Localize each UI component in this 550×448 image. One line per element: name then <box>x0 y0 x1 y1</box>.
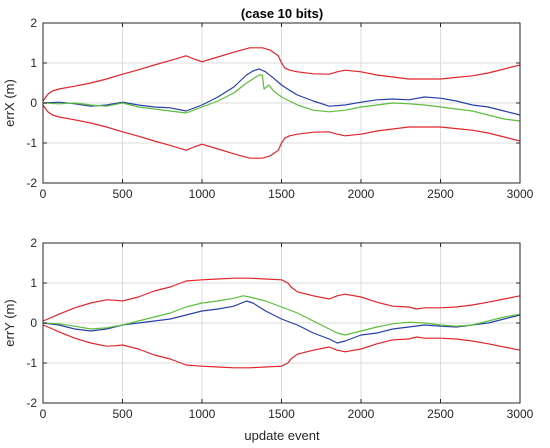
x-tick-label: 1500 <box>268 407 295 421</box>
series-line-2 <box>42 68 521 116</box>
chart-panel-errx: (case 10 bits) errX (m) 0 500 1000 1500 2000… <box>2 6 534 201</box>
x-tick-label: 1000 <box>189 187 216 201</box>
y-tick-label: -2 <box>26 396 37 410</box>
series-line-0 <box>42 47 521 102</box>
x-tick-label: 1500 <box>268 187 295 201</box>
y-tick-label: 0 <box>30 316 37 330</box>
y-axis-label-erry: errY (m) <box>2 299 17 346</box>
x-tick-label: 2000 <box>348 187 375 201</box>
x-tick-label: 1000 <box>189 407 216 421</box>
y-axis-label-errx: errX (m) <box>2 79 17 127</box>
x-tick-label: 500 <box>112 407 132 421</box>
series-line-3 <box>42 295 521 336</box>
y-tick-label: 0 <box>30 96 37 110</box>
x-tick-label: 2500 <box>427 407 454 421</box>
series-line-3 <box>42 74 521 122</box>
chart-panel-erry: errY (m) update event 0 500 1000 1500 2000 25… <box>2 236 534 443</box>
y-tick-label: 1 <box>30 276 37 290</box>
series-line-0 <box>42 277 521 322</box>
series-line-1 <box>42 324 521 369</box>
x-tick-label: 2000 <box>348 407 375 421</box>
x-tick-label: 2500 <box>427 187 454 201</box>
x-tick-label: 0 <box>40 407 47 421</box>
chart-title: (case 10 bits) <box>241 6 323 21</box>
x-tick-label: 3000 <box>507 187 534 201</box>
x-axis-label: update event <box>244 428 320 443</box>
y-tick-label: -1 <box>26 136 37 150</box>
series-line-1 <box>42 104 521 159</box>
x-tick-label: 3000 <box>507 407 534 421</box>
y-tick-label: 1 <box>30 56 37 70</box>
series-line-2 <box>42 300 521 344</box>
x-tick-label: 500 <box>112 187 132 201</box>
x-tick-label: 0 <box>40 187 47 201</box>
y-tick-label: 2 <box>30 236 37 250</box>
y-tick-label: -2 <box>26 176 37 190</box>
y-tick-label: -1 <box>26 356 37 370</box>
y-tick-label: 2 <box>30 16 37 30</box>
